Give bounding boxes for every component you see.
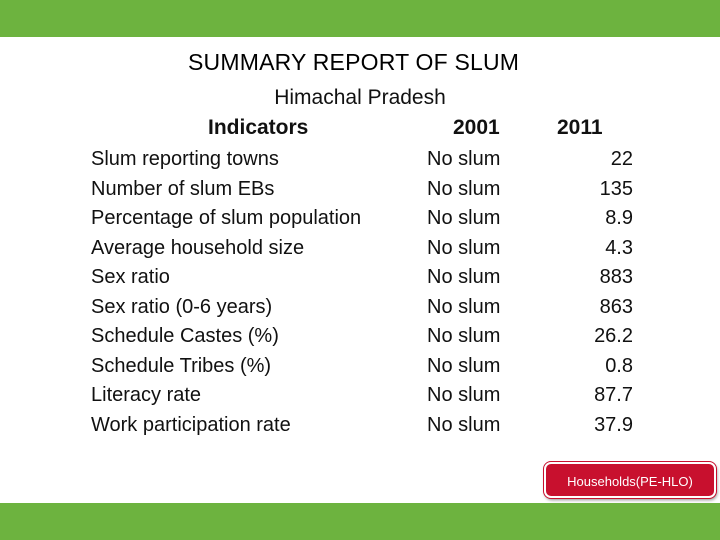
value-2001: No slum	[427, 236, 501, 259]
indicator-label: Average household size	[91, 236, 305, 259]
value-2001: No slum	[427, 266, 501, 288]
table-row: Number of slum EBs No slum 135	[0, 175, 720, 205]
indicator-label: Work participation rate	[91, 413, 291, 436]
value-2011: 863	[599, 295, 633, 318]
indicator-label: Slum reporting towns	[91, 148, 279, 170]
state-subtitle: Himachal Pradesh	[274, 86, 446, 109]
value-2011: 8.9	[605, 207, 633, 229]
bottom-green-bar	[0, 503, 720, 540]
table-row: Work participation rate No slum 37.9	[0, 411, 720, 441]
value-2011: 37.9	[594, 413, 633, 436]
table-row: Slum reporting towns No slum 22	[0, 145, 720, 175]
value-2001: No slum	[427, 207, 501, 229]
indicator-label: Number of slum EBs	[91, 177, 275, 200]
indicator-label: Literacy rate	[91, 384, 202, 406]
table-row: Schedule Tribes (%) No slum 0.8	[0, 352, 720, 382]
column-header-2011: 2011	[557, 116, 603, 139]
value-2001: No slum	[427, 177, 501, 200]
table-row: Sex ratio (0-6 years) No slum 863	[0, 293, 720, 323]
value-2011: 883	[599, 266, 633, 288]
value-2011: 4.3	[605, 236, 633, 259]
indicator-label: Percentage of slum population	[91, 207, 362, 229]
top-green-bar	[0, 0, 720, 37]
table-row: Average household size No slum 4.3	[0, 234, 720, 264]
value-2011: 22	[610, 148, 633, 170]
indicator-label: Sex ratio	[91, 266, 170, 288]
indicator-table: Slum reporting towns No slum 22 Number o…	[0, 145, 720, 440]
table-row: Sex ratio No slum 883	[0, 263, 720, 293]
value-2001: No slum	[427, 384, 501, 406]
value-2011: 87.7	[594, 384, 633, 406]
value-2001: No slum	[427, 148, 501, 170]
value-2011: 135	[599, 177, 633, 200]
indicator-label: Schedule Tribes (%)	[91, 354, 272, 377]
value-2001: No slum	[427, 354, 501, 377]
value-2011: 0.8	[605, 354, 633, 377]
value-2001: No slum	[427, 413, 501, 436]
column-header-2001: 2001	[453, 116, 500, 139]
households-pe-hlo-button[interactable]: Households(PE-HLO)	[544, 462, 716, 498]
value-2011: 26.2	[594, 325, 633, 347]
page-title: SUMMARY REPORT OF SLUM	[188, 49, 520, 75]
column-header-indicators: Indicators	[208, 116, 309, 139]
value-2001: No slum	[427, 325, 501, 347]
table-row: Literacy rate No slum 87.7	[0, 381, 720, 411]
indicator-label: Sex ratio (0-6 years)	[91, 295, 273, 318]
value-2001: No slum	[427, 295, 501, 318]
table-row: Schedule Castes (%) No slum 26.2	[0, 322, 720, 352]
indicator-label: Schedule Castes (%)	[91, 325, 279, 347]
table-row: Percentage of slum population No slum 8.…	[0, 204, 720, 234]
